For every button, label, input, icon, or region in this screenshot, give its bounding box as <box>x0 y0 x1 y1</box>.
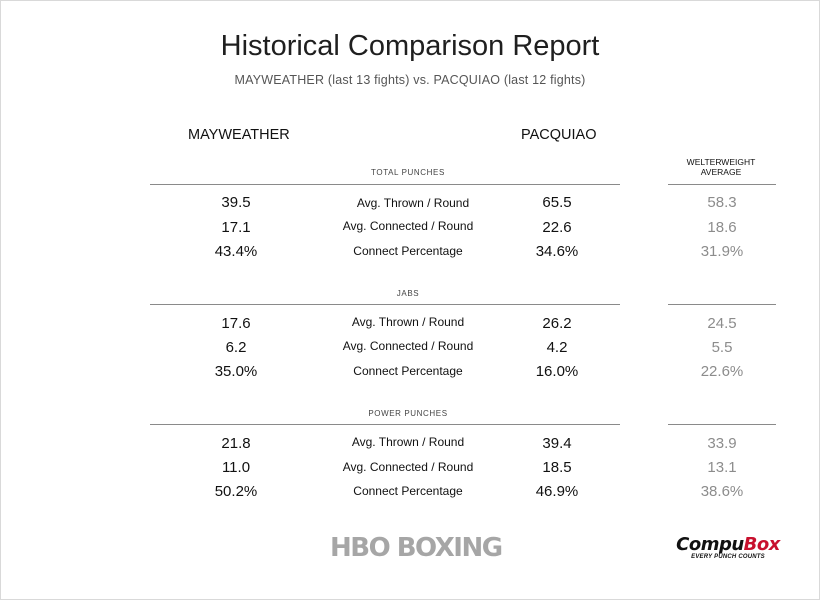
compubox-logo: CompuBox EVERY PUNCH COUNTS <box>676 536 780 561</box>
metric-label: Connect Percentage <box>353 364 463 378</box>
average-divider <box>668 184 776 185</box>
average-header-line1: WELTERWEIGHT <box>686 157 756 167</box>
metric-label: Avg. Thrown / Round <box>351 435 465 449</box>
average-value: 38.6% <box>700 483 744 500</box>
metric-label: Avg. Connected / Round <box>342 219 474 233</box>
average-divider <box>668 304 776 305</box>
section-divider <box>150 184 620 185</box>
pacquiao-value: 46.9% <box>535 483 579 500</box>
section-divider <box>150 304 620 305</box>
pacquiao-value: 26.2 <box>542 315 572 332</box>
average-value: 18.6 <box>707 219 737 236</box>
pacquiao-value: 22.6 <box>542 219 572 236</box>
average-value: 5.5 <box>711 339 733 356</box>
pacquiao-value: 4.2 <box>546 339 568 356</box>
average-divider <box>668 424 776 425</box>
average-value: 13.1 <box>707 459 737 476</box>
pacquiao-value: 18.5 <box>542 459 572 476</box>
mayweather-value: 17.1 <box>221 219 251 236</box>
average-header-line2: AVERAGE <box>700 167 742 177</box>
pacquiao-value: 34.6% <box>535 243 579 260</box>
section-label: TOTAL PUNCHES <box>371 168 445 177</box>
column-header-average: WELTERWEIGHT AVERAGE <box>666 157 776 177</box>
average-value: 31.9% <box>700 243 744 260</box>
metric-label: Avg. Connected / Round <box>342 460 474 474</box>
metric-label: Connect Percentage <box>353 484 463 498</box>
metric-label: Avg. Thrown / Round <box>356 196 470 210</box>
metric-label: Connect Percentage <box>353 244 463 258</box>
compubox-wordmark-compu: Compu <box>676 534 744 555</box>
mayweather-value: 39.5 <box>221 194 251 211</box>
page-subtitle: MAYWEATHER (last 13 fights) vs. PACQUIAO… <box>234 73 586 87</box>
section-label: POWER PUNCHES <box>368 409 448 418</box>
compubox-tagline: EVERY PUNCH COUNTS <box>691 554 765 560</box>
mayweather-value: 6.2 <box>225 339 247 356</box>
section-divider <box>150 424 620 425</box>
metric-label: Avg. Thrown / Round <box>351 315 465 329</box>
mayweather-value: 43.4% <box>214 243 258 260</box>
mayweather-value: 11.0 <box>221 459 251 476</box>
mayweather-value: 21.8 <box>221 435 251 452</box>
compubox-wordmark: CompuBox <box>676 536 780 554</box>
column-header-pacquiao: PACQUIAO <box>521 127 597 143</box>
pacquiao-value: 16.0% <box>535 363 579 380</box>
mayweather-value: 50.2% <box>214 483 258 500</box>
mayweather-value: 35.0% <box>214 363 258 380</box>
average-value: 24.5 <box>707 315 737 332</box>
average-value: 22.6% <box>700 363 744 380</box>
column-header-mayweather: MAYWEATHER <box>188 127 290 143</box>
hbo-boxing-logo: HBO BOXING <box>330 533 503 563</box>
metric-label: Avg. Connected / Round <box>342 339 474 353</box>
page-title: Historical Comparison Report <box>220 30 600 62</box>
average-value: 58.3 <box>707 194 737 211</box>
mayweather-value: 17.6 <box>221 315 251 332</box>
compubox-wordmark-box: Box <box>743 534 781 555</box>
average-value: 33.9 <box>707 435 737 452</box>
pacquiao-value: 65.5 <box>542 194 572 211</box>
section-label: JABS <box>396 289 420 298</box>
pacquiao-value: 39.4 <box>542 435 572 452</box>
